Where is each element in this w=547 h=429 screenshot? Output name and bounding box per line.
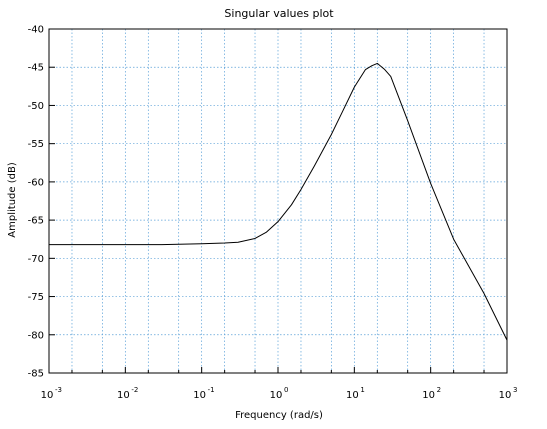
x-tick-exponent: 0 [284,386,288,394]
y-tick-label: -75 [28,292,44,303]
chart-title: Singular values plot [224,7,334,20]
x-tick-exponent: -2 [131,386,138,394]
x-tick-label: 10 [422,390,435,401]
y-tick-label: -40 [28,25,44,36]
y-tick-label: -85 [28,369,44,380]
y-tick-label: -65 [28,216,44,227]
x-tick-exponent: -3 [55,386,62,394]
x-tick-exponent: 3 [513,386,517,394]
x-tick-exponent: -1 [208,386,215,394]
x-tick-labels: 10 -3 10 -2 10 -1 10 0 10 1 10 2 10 3 [41,386,518,401]
y-tick-label: -70 [28,254,44,265]
x-tick-label: 10 [117,390,130,401]
x-tick-label: 10 [193,390,206,401]
y-tick-label: -60 [28,177,44,188]
grid-lines [49,29,507,373]
singular-value-line [49,62,508,341]
series-layer [49,62,508,341]
y-tick-label: -45 [28,63,44,74]
x-tick-exponent: 1 [360,386,364,394]
x-axis-label: Frequency (rad/s) [235,410,323,421]
x-tick-label: 10 [270,390,283,401]
x-tick-label: 10 [41,390,54,401]
y-tick-label: -80 [28,330,44,341]
x-tick-label: 10 [346,390,359,401]
y-tick-label: -50 [28,101,44,112]
y-tick-label: -55 [28,139,44,150]
x-tick-exponent: 2 [437,386,441,394]
axis-ticks [48,28,485,374]
y-axis-label: Amplitude (dB) [7,162,18,238]
x-tick-label: 10 [499,390,512,401]
y-tick-labels: -40 -45 -50 -55 -60 -65 -70 -75 -80 -85 [28,25,44,380]
